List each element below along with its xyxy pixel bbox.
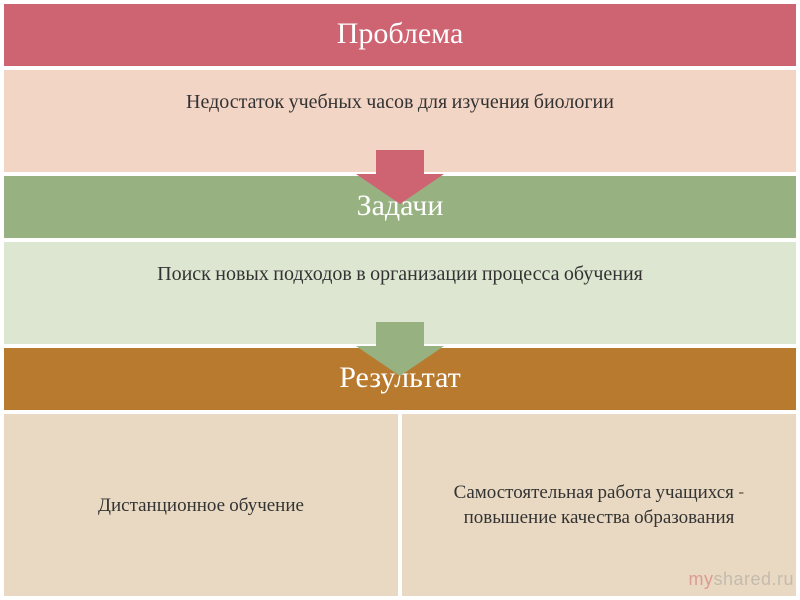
- section-problem-header: Проблема: [2, 2, 798, 68]
- result-cell-distance: Дистанционное обучение: [2, 412, 400, 598]
- section-result-header: Результат: [2, 346, 798, 412]
- flowchart-container: Проблема Недостаток учебных часов для из…: [0, 0, 800, 600]
- watermark: myshared.ru: [688, 569, 794, 590]
- result-bottom-row: Дистанционное обучение Самостоятельная р…: [2, 412, 798, 598]
- section-tasks-subtitle-text: Поиск новых подходов в организации проце…: [157, 262, 643, 285]
- section-problem-subtitle: Недостаток учебных часов для изучения би…: [2, 68, 798, 174]
- section-problem-subtitle-text: Недостаток учебных часов для изучения би…: [186, 90, 614, 113]
- section-tasks-subtitle: Поиск новых подходов в организации проце…: [2, 240, 798, 346]
- section-tasks-header: Задачи: [2, 174, 798, 240]
- watermark-suffix: shared.ru: [713, 569, 794, 589]
- watermark-prefix: my: [688, 569, 713, 589]
